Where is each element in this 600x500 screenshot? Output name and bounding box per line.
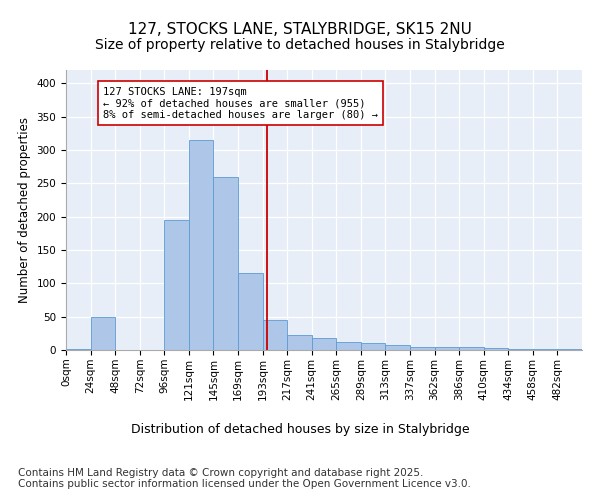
- Bar: [287, 336, 312, 350]
- Y-axis label: Number of detached properties: Number of detached properties: [18, 117, 31, 303]
- Text: Distribution of detached houses by size in Stalybridge: Distribution of detached houses by size …: [131, 422, 469, 436]
- Bar: [484, 348, 508, 350]
- Bar: [189, 140, 214, 350]
- Bar: [361, 344, 385, 350]
- Bar: [238, 274, 263, 350]
- Bar: [385, 346, 410, 350]
- Bar: [459, 348, 484, 350]
- Bar: [336, 342, 361, 350]
- Bar: [312, 338, 336, 350]
- Bar: [91, 316, 115, 350]
- Text: 127 STOCKS LANE: 197sqm
← 92% of detached houses are smaller (955)
8% of semi-de: 127 STOCKS LANE: 197sqm ← 92% of detache…: [103, 86, 378, 120]
- Bar: [164, 220, 189, 350]
- Bar: [434, 346, 459, 350]
- Bar: [263, 320, 287, 350]
- Bar: [410, 346, 434, 350]
- Text: Contains HM Land Registry data © Crown copyright and database right 2025.
Contai: Contains HM Land Registry data © Crown c…: [18, 468, 471, 489]
- Text: Size of property relative to detached houses in Stalybridge: Size of property relative to detached ho…: [95, 38, 505, 52]
- Bar: [214, 176, 238, 350]
- Text: 127, STOCKS LANE, STALYBRIDGE, SK15 2NU: 127, STOCKS LANE, STALYBRIDGE, SK15 2NU: [128, 22, 472, 38]
